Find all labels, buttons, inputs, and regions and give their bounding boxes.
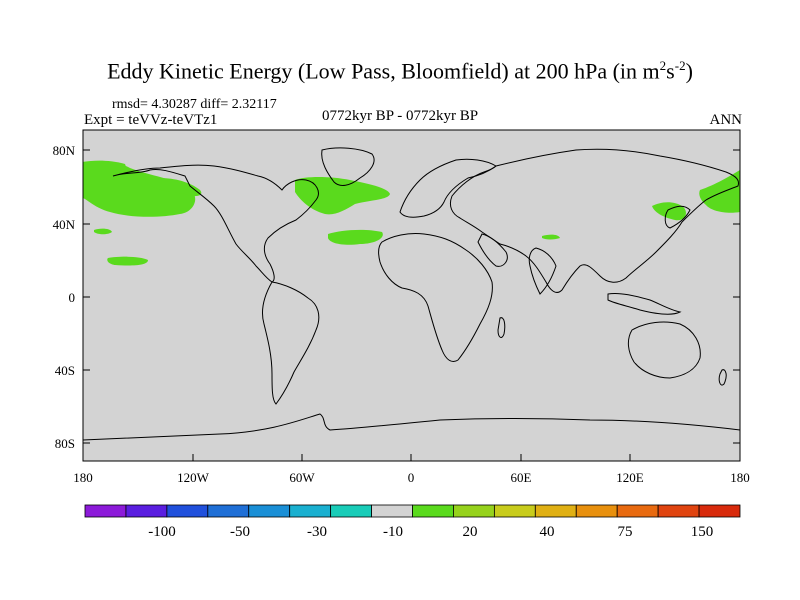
colorbar-swatch (657, 504, 700, 518)
colorbar-swatch (575, 504, 618, 518)
colorbar-swatch (493, 504, 536, 518)
colorbar-labels: -100 -50 -30 -10 20 40 75 150 (148, 524, 713, 540)
colorbar-label: 40 (540, 524, 555, 540)
season-label: ANN (709, 112, 743, 128)
patch-north-atlantic (295, 177, 390, 215)
colorbar (84, 504, 741, 518)
experiment-label: Expt = teVVz-teVTz1 (84, 112, 218, 128)
colorbar-label: 150 (691, 524, 714, 540)
colorbar-label: -30 (307, 524, 327, 540)
lon-label-60e: 60E (511, 470, 532, 485)
patch-kamchatka (699, 170, 740, 213)
lat-label-80s: 80S (55, 436, 75, 451)
patch-alaska (83, 160, 128, 172)
patch-pacific-subtropical (107, 256, 148, 266)
coast-antarctica (82, 413, 741, 462)
lon-label-120w: 120W (177, 470, 210, 485)
coast-south-america (261, 281, 320, 405)
lat-label-80n: 80N (53, 143, 76, 158)
plot-title: Eddy Kinetic Energy (Low Pass, Bloomfiel… (107, 58, 693, 84)
colorbar-swatch (330, 504, 372, 518)
lon-label-60w: 60W (289, 470, 315, 485)
lon-label-120e: 120E (616, 470, 644, 485)
patch-pacific-small (94, 228, 112, 235)
lat-tick-marks (83, 149, 740, 444)
coast-arabia (477, 233, 508, 267)
patch-asia-small (542, 234, 560, 240)
colorbar-swatch (207, 504, 250, 518)
colorbar-swatch (698, 504, 741, 518)
period-label: 0772kyr BP - 0772kyr BP (321, 108, 479, 124)
coast-africa (378, 233, 493, 363)
stats-label: rmsd= 4.30287 diff= 2.32117 (112, 97, 277, 112)
colorbar-swatch (371, 504, 413, 518)
colorbar-swatch (412, 504, 454, 518)
patch-pacific-east (145, 178, 202, 197)
lat-label-0: 0 (69, 290, 76, 305)
coast-indonesia (607, 293, 682, 315)
colorbar-swatch (289, 504, 332, 518)
lat-label-40n: 40N (53, 217, 76, 232)
colorbar-label: -10 (383, 524, 403, 540)
colorbar-label: 20 (463, 524, 478, 540)
colorbar-swatch (534, 504, 577, 518)
colorbar-swatch (166, 504, 209, 518)
colorbar-label: 75 (618, 524, 633, 540)
patch-north-pacific (83, 161, 196, 217)
colorbar-swatch (453, 504, 495, 518)
lon-label-180w: 180 (73, 470, 93, 485)
coastlines (82, 147, 741, 462)
colorbar-swatch (125, 504, 168, 518)
coast-australia (627, 321, 701, 379)
coast-north-america (112, 164, 319, 283)
lat-label-40s: 40S (55, 363, 75, 378)
colorbar-label: -100 (148, 524, 176, 540)
colorbar-label: -50 (230, 524, 250, 540)
coast-madagascar (497, 317, 506, 338)
coast-japan (664, 205, 691, 229)
coast-europe (399, 158, 497, 218)
colorbar-swatch (84, 504, 127, 518)
colorbar-swatch (248, 504, 291, 518)
patch-mid-atlantic (328, 229, 383, 245)
anomaly-patches (83, 160, 740, 266)
lon-label-180e: 180 (730, 470, 750, 485)
lon-tick-marks (192, 454, 631, 461)
map-background (83, 130, 740, 461)
colorbar-swatch (616, 504, 659, 518)
coast-new-zealand (718, 369, 727, 386)
coast-greenland (321, 147, 375, 186)
coast-asia (449, 148, 739, 293)
coast-india (528, 247, 557, 295)
lon-label-0: 0 (408, 470, 415, 485)
